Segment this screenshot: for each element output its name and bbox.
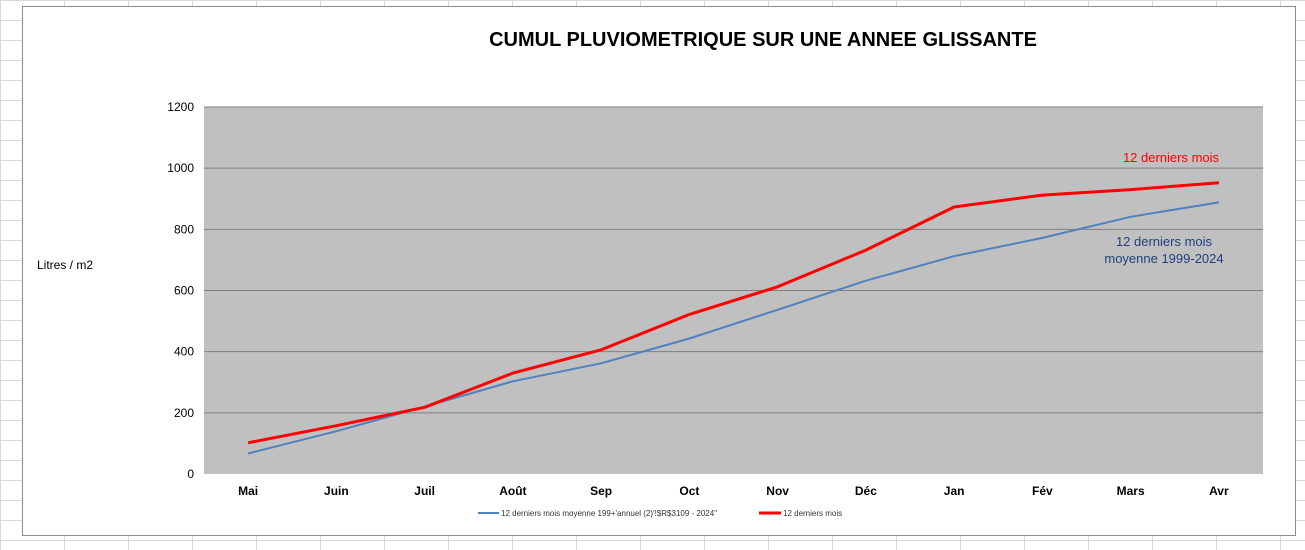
y-tick-label: 1200 bbox=[167, 100, 194, 114]
x-tick-label: Déc bbox=[855, 484, 877, 498]
chart-title: CUMUL PLUVIOMETRIQUE SUR UNE ANNEE GLISS… bbox=[489, 29, 1037, 51]
x-tick-label: Avr bbox=[1209, 484, 1229, 498]
y-tick-label: 0 bbox=[187, 467, 194, 481]
y-tick-label: 200 bbox=[174, 406, 194, 420]
chart-frame: CUMUL PLUVIOMETRIQUE SUR UNE ANNEE GLISS… bbox=[22, 6, 1296, 536]
x-tick-label: Mai bbox=[238, 484, 258, 498]
x-tick-label: Août bbox=[499, 484, 526, 498]
x-tick-label: Juil bbox=[414, 484, 435, 498]
x-tick-label: Sep bbox=[590, 484, 612, 498]
x-tick-label: Juin bbox=[324, 484, 349, 498]
series-line-last-12-months bbox=[247, 181, 1220, 445]
x-tick-label: Jan bbox=[944, 484, 965, 498]
series-lines bbox=[247, 181, 1220, 455]
y-tick-label: 1000 bbox=[167, 161, 194, 175]
legend-label-last-12-months: 12 derniers mois bbox=[783, 509, 842, 518]
rainfall-line-chart: CUMUL PLUVIOMETRIQUE SUR UNE ANNEE GLISS… bbox=[37, 29, 1263, 518]
y-axis-label: Litres / m2 bbox=[37, 258, 93, 272]
legend-label-average: 12 derniers mois moyenne 199+'annuel (2)… bbox=[501, 509, 717, 518]
x-tick-label: Oct bbox=[679, 484, 699, 498]
gridlines bbox=[204, 106, 1263, 414]
y-tick-label: 800 bbox=[174, 222, 194, 236]
annotation-blue-label-line1: 12 derniers mois bbox=[1116, 234, 1213, 249]
x-axis-ticks: Mai Juin Juil Août Sep Oct Nov Déc Jan Fév Mars Avr bbox=[238, 484, 1229, 498]
x-tick-label: Nov bbox=[766, 484, 789, 498]
y-tick-label: 600 bbox=[174, 284, 194, 298]
x-tick-label: Mars bbox=[1117, 484, 1145, 498]
annotation-blue-label-line2: moyenne 1999-2024 bbox=[1104, 251, 1223, 266]
y-axis-ticks: 0 200 400 600 800 1000 1200 bbox=[167, 100, 194, 481]
legend: 12 derniers mois moyenne 199+'annuel (2)… bbox=[478, 509, 842, 518]
annotation-red-label: 12 derniers mois bbox=[1123, 150, 1220, 165]
x-tick-label: Fév bbox=[1032, 484, 1053, 498]
y-tick-label: 400 bbox=[174, 345, 194, 359]
